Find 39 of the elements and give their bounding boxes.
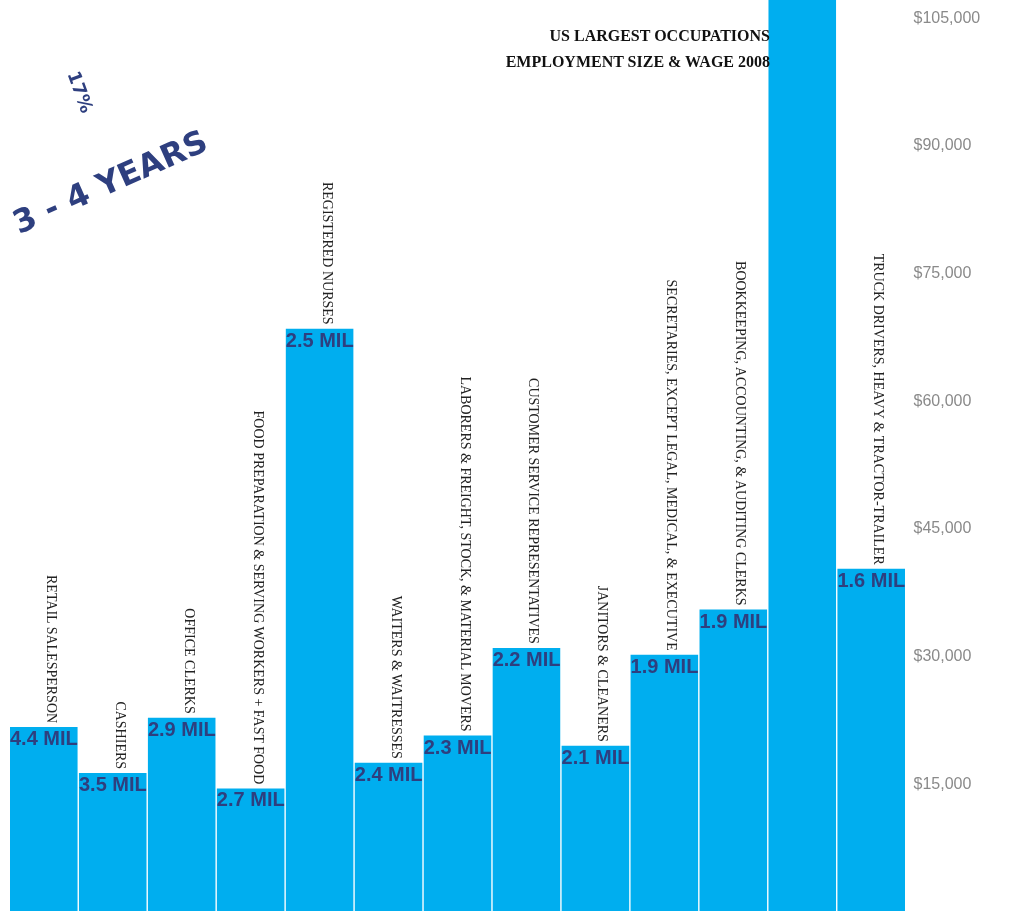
annotation: 17% (63, 67, 99, 116)
bar (630, 654, 699, 911)
annotation: 1.9 MIL (699, 609, 768, 632)
x-tick-label: WAITERS & WAITRESSES (388, 595, 404, 759)
y-tick-label: $30,000 (913, 647, 972, 665)
y-tick-label: $60,000 (913, 391, 972, 409)
bar (354, 762, 423, 911)
bar (423, 735, 492, 911)
annotation: 2.2 MIL (492, 647, 561, 670)
annotation: 1.9 MIL (630, 654, 699, 677)
bar (216, 788, 285, 911)
annotation: 2.1 MIL (561, 745, 630, 768)
x-tick-label: OFFICE CLERKS (181, 608, 197, 714)
y-tick-label: $75,000 (913, 263, 972, 281)
annotation: 2.9 MIL (147, 717, 216, 740)
bar (285, 328, 354, 911)
annotation: 2.5 MIL (285, 328, 354, 351)
annotation: 2.7 MIL (216, 788, 285, 811)
annotation: 2.3 MIL (423, 735, 492, 758)
annotation: 2.4 MIL (354, 762, 423, 785)
x-tick-label: RETAIL SALESPERSON (43, 575, 59, 724)
bar (561, 745, 630, 911)
annotation: 3.5 MIL (78, 773, 147, 796)
x-tick-label: SECRETARIES, EXCEPT LEGAL, MEDICAL, & EXECUTIVE (664, 279, 680, 651)
x-tick-label: LABORERS & FREIGHT, STOCK, & MATERIAL MOVERS (457, 376, 473, 732)
x-tick-label: FOOD PREPARATION & SERVING WORKERS + FAST FOOD (250, 410, 266, 785)
y-tick-label: $15,000 (913, 774, 972, 792)
y-tick-label: $105,000 (913, 8, 981, 26)
x-tick-label: CUSTOMER SERVICE REPRESENTATIVES (526, 378, 542, 644)
x-tick-label: CASHIERS (112, 701, 128, 770)
x-tick-label: JANITORS & CLEANERS (595, 585, 611, 742)
x-tick-label: TRUCK DRIVERS, HEAVY & TRACTOR-TRAILER (871, 253, 887, 566)
annotation: 1.6 MIL (837, 568, 906, 591)
annotation: 4.4 MIL (10, 727, 78, 750)
x-tick-label: BOOKKEEPING, ACCOUNTING, & AUDITING CLERKS (733, 261, 749, 606)
y-tick-label: $90,000 (913, 136, 972, 154)
y-tick-label: $45,000 (913, 519, 972, 537)
bar (492, 647, 561, 911)
x-tick-label: REGISTERED NURSES (319, 181, 335, 325)
